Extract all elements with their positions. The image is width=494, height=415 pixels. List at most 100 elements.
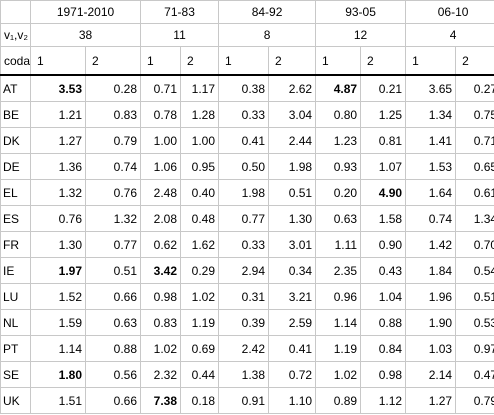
cell: 1.27 xyxy=(30,127,86,154)
cell: 2.42 xyxy=(218,335,270,362)
cell: 1.07 xyxy=(360,153,407,180)
cell: 1.38 xyxy=(218,361,270,388)
row-label: LU xyxy=(0,283,31,310)
cell: 1.59 xyxy=(30,309,86,336)
v-label: v₁,v₂ xyxy=(0,23,31,47)
cell: 1.23 xyxy=(315,127,362,154)
bold-value: 1.80 xyxy=(58,367,82,382)
cell: 1.21 xyxy=(30,101,86,128)
bold-value: 4.87 xyxy=(333,81,358,96)
cell: 1.36 xyxy=(30,153,86,180)
cell: 0.98 xyxy=(360,361,407,388)
bold-value: 7.38 xyxy=(153,393,178,408)
cell: 0.75 xyxy=(455,101,494,128)
data-row: BE 1.21 0.83 0.78 1.28 0.33 3.04 0.80 1.25 1.34 0.… xyxy=(0,101,494,128)
cell: 0.61 xyxy=(455,179,494,206)
cell: 1.80 xyxy=(30,361,86,388)
cell: 0.41 xyxy=(268,335,317,362)
cell: 1.17 xyxy=(180,74,220,102)
cell: 3.65 xyxy=(405,74,457,102)
row-label: AT xyxy=(0,74,31,102)
cell: 0.83 xyxy=(140,309,182,336)
cell: 0.74 xyxy=(84,153,142,180)
cell: 0.38 xyxy=(218,74,270,102)
cell: 0.31 xyxy=(218,283,270,310)
cell: 0.88 xyxy=(84,335,142,362)
cell: 1.98 xyxy=(218,179,270,206)
cell: 0.56 xyxy=(84,361,142,388)
cell: 0.69 xyxy=(180,335,220,362)
cell: 0.72 xyxy=(268,361,317,388)
cell: 1.97 xyxy=(30,257,86,284)
cell: 4.87 xyxy=(315,74,362,102)
cell: 0.20 xyxy=(315,179,362,206)
cell: 1.19 xyxy=(180,309,220,336)
sub-column-header: 1 xyxy=(315,46,362,76)
cell: 1.62 xyxy=(180,231,220,258)
cell: 0.89 xyxy=(315,387,362,414)
cell: 0.76 xyxy=(30,205,86,232)
row-label: NL xyxy=(0,309,31,336)
cell: 2.59 xyxy=(268,309,317,336)
cell: 1.53 xyxy=(405,153,457,180)
cell: 0.34 xyxy=(268,257,317,284)
cell: 0.51 xyxy=(268,179,317,206)
cell: 0.76 xyxy=(84,179,142,206)
cell: 0.70 xyxy=(455,231,494,258)
row-label: ES xyxy=(0,205,31,232)
cell: 0.40 xyxy=(180,179,220,206)
cell: 0.84 xyxy=(360,335,407,362)
cell: 3.01 xyxy=(268,231,317,258)
row-label: FR xyxy=(0,231,31,258)
cell: 1.02 xyxy=(180,283,220,310)
cell: 1.00 xyxy=(140,127,182,154)
cell: 1.27 xyxy=(405,387,457,414)
cell: 0.78 xyxy=(140,101,182,128)
cell: 1.06 xyxy=(140,153,182,180)
cell: 2.62 xyxy=(268,74,317,102)
period-header: 84-92 xyxy=(218,0,317,24)
v-value: 12 xyxy=(315,23,407,47)
data-row: EL 1.32 0.76 2.48 0.40 1.98 0.51 0.20 4.90 1.64 0.… xyxy=(0,179,494,206)
cell: 0.29 xyxy=(180,257,220,284)
sub-column-header: 2 xyxy=(455,46,494,76)
cell: 0.88 xyxy=(360,309,407,336)
cell: 0.43 xyxy=(360,257,407,284)
data-row: FR 1.30 0.77 0.62 1.62 0.33 3.01 1.11 0.90 1.42 0.… xyxy=(0,231,494,258)
data-row: LU 1.52 0.66 0.98 1.02 0.31 3.21 0.96 1.04 1.96 0.… xyxy=(0,283,494,310)
cell: 3.04 xyxy=(268,101,317,128)
cell: 1.10 xyxy=(268,387,317,414)
cell: 0.95 xyxy=(180,153,220,180)
coda-row: coda 1 2 1 2 1 2 1 2 1 2 xyxy=(0,46,494,76)
header-row: 1971-2010 71-83 84-92 93-05 06-10 xyxy=(0,0,494,24)
cell: 1.02 xyxy=(315,361,362,388)
v-row: v₁,v₂ 38 11 8 12 4 xyxy=(0,23,494,47)
cell: 1.11 xyxy=(315,231,362,258)
cell: 2.14 xyxy=(405,361,457,388)
cell: 0.53 xyxy=(455,309,494,336)
cell: 1.14 xyxy=(30,335,86,362)
cell: 3.42 xyxy=(140,257,182,284)
cell: 0.28 xyxy=(84,74,142,102)
cell: 0.51 xyxy=(455,283,494,310)
row-label: PT xyxy=(0,335,31,362)
cell: 0.71 xyxy=(140,74,182,102)
bold-value: 4.90 xyxy=(378,185,403,200)
cell: 0.80 xyxy=(315,101,362,128)
cell: 1.96 xyxy=(405,283,457,310)
cell: 7.38 xyxy=(140,387,182,414)
cell: 1.00 xyxy=(180,127,220,154)
cell: 0.63 xyxy=(315,205,362,232)
cell: 2.44 xyxy=(268,127,317,154)
cell: 0.44 xyxy=(180,361,220,388)
cell: 0.90 xyxy=(360,231,407,258)
cell: 1.90 xyxy=(405,309,457,336)
cell: 2.94 xyxy=(218,257,270,284)
cell: 0.98 xyxy=(140,283,182,310)
cell: 0.97 xyxy=(455,335,494,362)
period-header: 71-83 xyxy=(140,0,220,24)
cell: 1.52 xyxy=(30,283,86,310)
cell: 0.77 xyxy=(84,231,142,258)
cell: 0.71 xyxy=(455,127,494,154)
row-label: DE xyxy=(0,153,31,180)
